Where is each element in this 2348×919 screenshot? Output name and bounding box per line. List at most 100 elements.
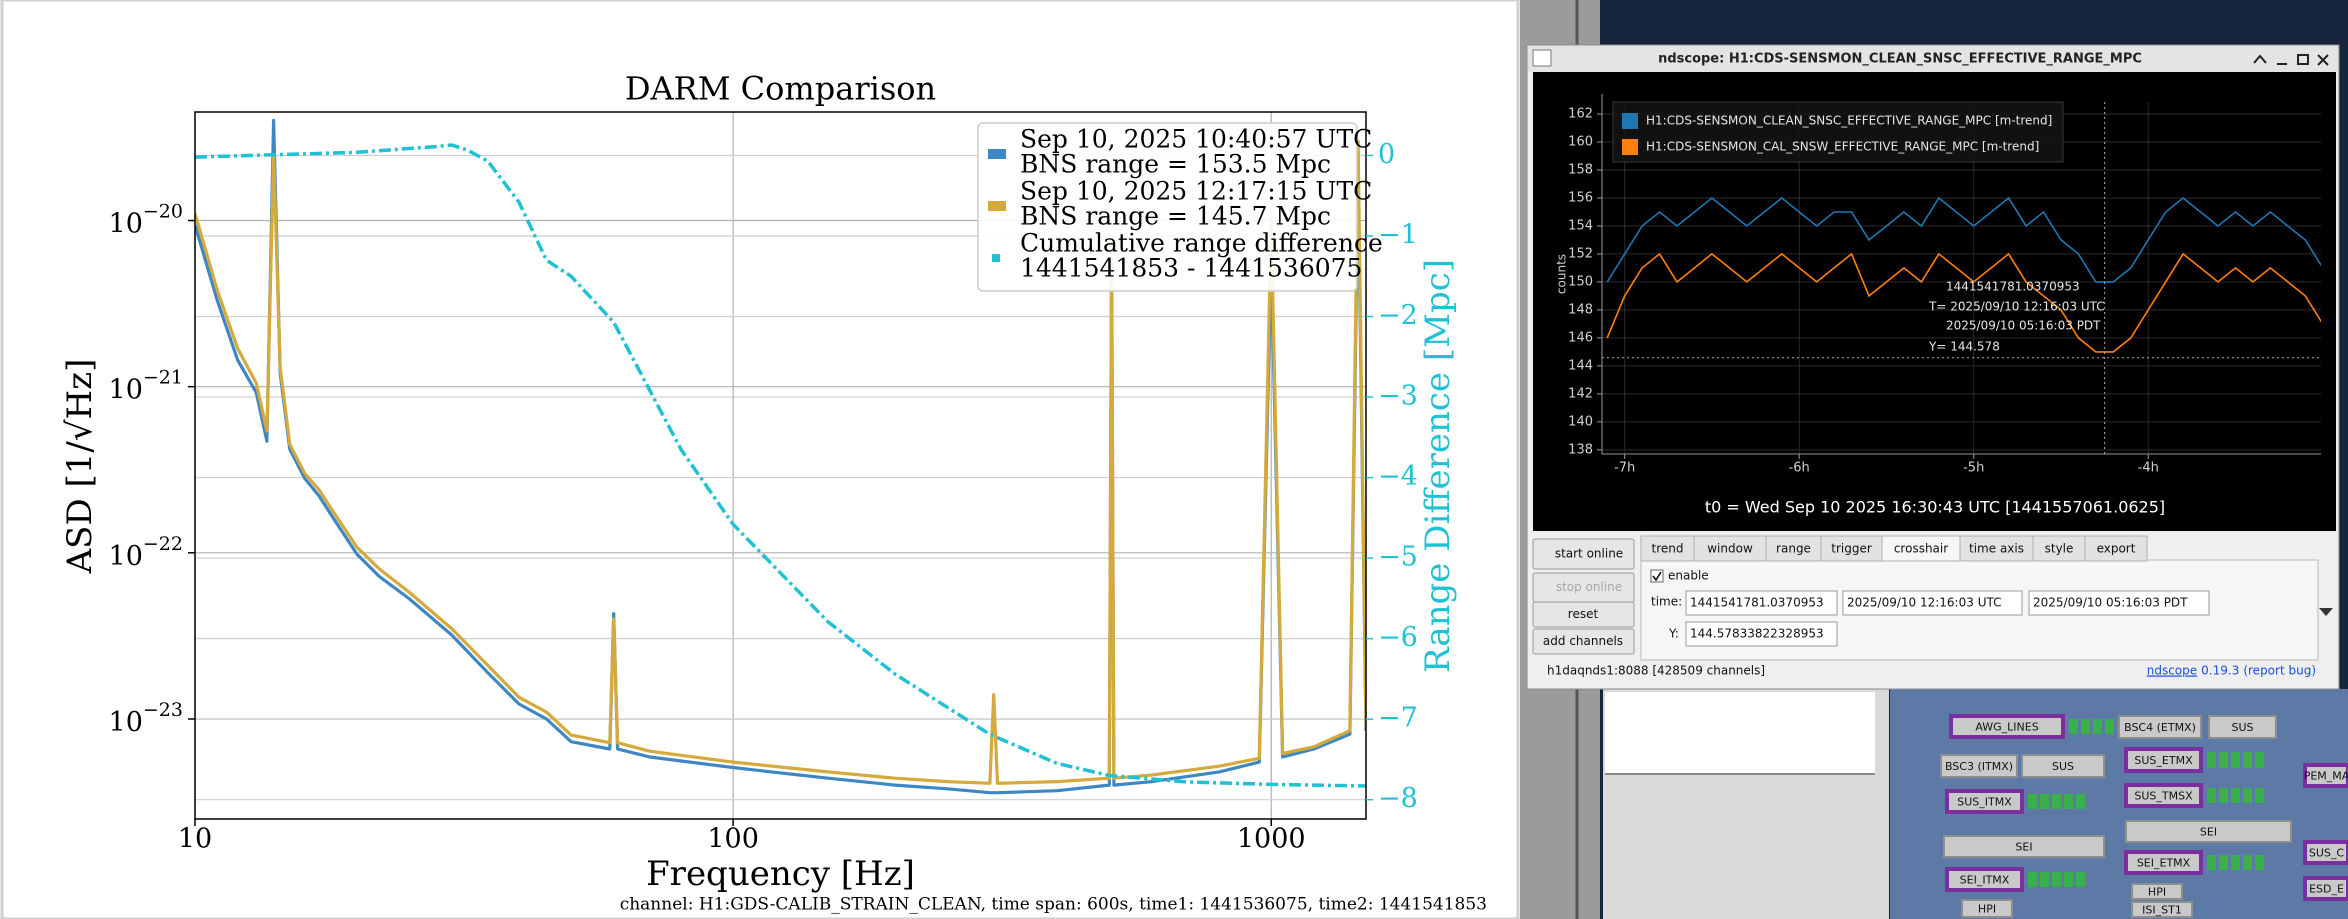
button[interactable] [1532,601,1635,628]
y-field[interactable] [1685,621,1838,647]
medm-status [2040,872,2049,887]
crosshair-label: Y= 144.578 [1928,340,2000,354]
legend-box [1612,101,2064,163]
medm-button[interactable] [2124,850,2203,875]
medm-status [2255,788,2264,803]
y-tick-label: 142 [1568,386,1593,401]
medm-label: SUS_TMSX [2134,790,2193,803]
y2-tick-label: 0 [1378,139,1395,170]
series-group [195,118,1366,795]
report-link[interactable]: (report bug) [2243,664,2316,678]
medm-status [2093,719,2102,734]
checkmark [1652,571,1662,582]
medm-button[interactable] [2125,820,2292,843]
shade-icon[interactable] [2253,54,2267,64]
tab-label: range [1776,542,1811,556]
tab-label: trend [1652,542,1684,556]
medm-status [2231,752,2240,768]
medm-label: ESD_E [2309,883,2344,896]
tab-label: window [1707,542,1753,556]
y-tick-label: 158 [1568,162,1593,177]
medm-button[interactable] [1945,867,2024,892]
checkbox[interactable] [1650,569,1664,583]
y2-tick-label: −3 [1378,381,1418,412]
y2-tick-label: −6 [1378,622,1418,653]
close-icon[interactable] [2317,54,2329,66]
medm-button[interactable] [2124,747,2203,773]
medm-button[interactable] [1940,754,2018,778]
crosshair-label: 1441541781.0370953 [1946,280,2080,294]
y-tick-label: 10−21 [109,367,183,406]
medm-button[interactable] [2021,754,2105,778]
medm-status [2207,752,2216,768]
medm-widgets: AWG_LINES BSC4 (ETMX) SUS BSC3 (ITMX) SUS SUS… [1940,714,2348,918]
y-tick-label: 138 [1568,442,1593,457]
legend-box [977,122,1358,292]
y-tick-label: 140 [1568,414,1593,429]
tab[interactable] [1959,535,2034,562]
medm-status [2255,855,2264,870]
tab[interactable] [1820,535,1883,562]
medm-status [2040,794,2049,809]
medm-status [2243,788,2252,803]
time-field[interactable] [2028,590,2210,616]
t0-label: t0 = Wed Sep 10 2025 16:30:43 UTC [14415… [1705,498,2165,517]
y-field-label: Y: [1668,627,1679,641]
medm-button[interactable] [2131,883,2183,900]
time-field[interactable] [1842,590,2023,616]
version-link[interactable]: 0.19.3 [2201,664,2239,678]
y2-tick-label: −7 [1378,703,1418,734]
medm-button[interactable] [2118,715,2202,739]
button-label: reset [1568,607,1599,621]
medm-button[interactable] [2131,901,2193,918]
medm-label: BSC3 (ITMX) [1945,760,2013,773]
medm-button[interactable] [1949,714,2065,739]
medm-button[interactable] [1943,835,2105,858]
tab[interactable] [2084,535,2148,562]
medm-button[interactable] [2303,763,2348,788]
medm-button[interactable] [1945,789,2024,814]
medm-button[interactable] [2208,715,2277,739]
tab[interactable] [2032,535,2086,562]
series-group [1602,102,2321,454]
tab[interactable] [1640,535,1695,562]
tab-label: time axis [1969,542,2024,556]
legend-label: BNS range = 145.7 Mpc [1020,202,1331,231]
y-tick-label: 148 [1568,302,1593,317]
x-axis-label: Frequency [Hz] [646,854,915,894]
medm-status [2255,752,2264,768]
medm-button[interactable] [2303,840,2348,865]
y-tick-label: 10−22 [109,533,183,572]
medm-status [2105,719,2114,734]
legend-marker [1622,139,1638,155]
legend-marker [988,201,1006,211]
button[interactable] [1532,628,1635,655]
medm-status [2064,794,2073,809]
expand-arrow[interactable] [2319,608,2333,616]
time-field[interactable] [1685,590,1838,616]
medm-button[interactable] [2124,783,2203,808]
y-tick-label: 152 [1568,246,1593,261]
series-line [195,139,1366,785]
medm-button[interactable] [2303,876,2348,901]
medm-label: SEI [2200,826,2217,839]
series-line [1606,252,2321,353]
legend-label: Sep 10, 2025 12:17:15 UTC [1020,177,1372,206]
button-label: stop online [1556,580,1622,594]
title-bar [1528,46,2338,72]
medm-button[interactable] [1961,899,2013,918]
medm-status [2231,855,2240,870]
maximize-icon[interactable] [2297,54,2309,65]
ndscope-link[interactable]: ndscope [2147,664,2197,678]
y-tick-label: 162 [1568,107,1593,122]
y-tick-label: 156 [1568,190,1593,205]
legend-label: H1:CDS-SENSMON_CAL_SNSW_EFFECTIVE_RANGE_… [1646,140,2039,154]
tab[interactable] [1693,535,1767,562]
medm-label: SEI_ITMX [1960,874,2010,887]
medm-status [2081,719,2090,734]
medm-label: SUS_C [2309,847,2345,860]
button[interactable] [1532,538,1635,570]
tab-label: crosshair [1894,542,1948,556]
medm-label: AWG_LINES [1975,721,2038,734]
